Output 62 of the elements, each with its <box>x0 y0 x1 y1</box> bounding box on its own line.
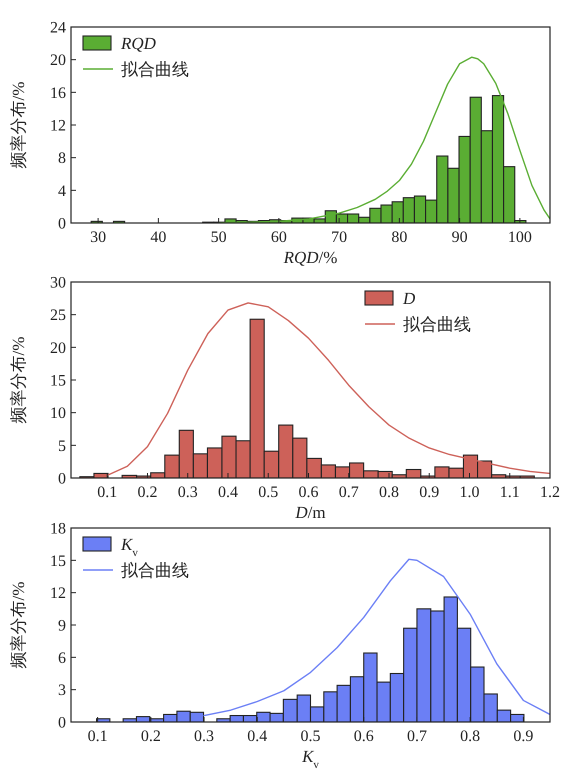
x-tick-label: 0.6 <box>298 484 318 501</box>
x-tick-label: 70 <box>331 229 348 246</box>
y-tick-label: 18 <box>50 520 66 538</box>
x-tick-label: 0.7 <box>338 484 359 501</box>
y-tick-label: 3 <box>58 682 66 700</box>
legend-label: RQD <box>120 34 157 53</box>
y-tick-label: 5 <box>58 438 66 455</box>
x-tick-label: 0.4 <box>247 728 268 745</box>
x-tick-label: 100 <box>508 229 532 246</box>
y-tick-label: 0 <box>58 714 66 732</box>
legend-label: 拟合曲线 <box>121 60 189 79</box>
y-tick-label: 0 <box>58 470 66 488</box>
x-tick-label: 0.5 <box>300 728 320 745</box>
y-tick-label: 24 <box>50 20 66 36</box>
x-tick-label: 0.6 <box>354 728 374 745</box>
x-tick-label: 0.9 <box>513 728 534 745</box>
y-tick-label: 15 <box>50 552 66 570</box>
y-axis-title: 频率分布/% <box>9 82 28 168</box>
x-axis-title: D/m <box>294 503 326 522</box>
y-tick-label: 16 <box>50 84 66 102</box>
legend-label: D <box>402 289 416 308</box>
x-tick-label: 0.9 <box>419 484 440 501</box>
legend-label: 拟合曲线 <box>403 315 471 334</box>
x-tick-label: 1.0 <box>459 484 480 501</box>
y-tick-label: 12 <box>50 118 66 134</box>
x-tick-label: 50 <box>210 229 227 246</box>
x-tick-label: 60 <box>270 229 287 246</box>
x-tick-label: 0.5 <box>258 484 278 501</box>
y-axis-title: 频率分布/% <box>9 336 28 424</box>
x-tick-label: 0.1 <box>97 484 118 501</box>
y-tick-label: 12 <box>50 585 66 602</box>
x-tick-label: 0.7 <box>406 728 427 745</box>
x-tick-label: 40 <box>150 229 166 246</box>
x-tick-label: 0.3 <box>178 484 198 501</box>
x-tick-label: 0.2 <box>140 728 161 745</box>
y-tick-label: 20 <box>50 52 66 70</box>
x-tick-label: 0.3 <box>194 728 214 745</box>
x-tick-label: 1.2 <box>540 484 560 501</box>
legend-label: K$_{v}$ <box>120 535 138 559</box>
x-axis-title: K$_{v}$ <box>301 747 320 771</box>
y-axis-title: 频率分布/% <box>9 582 28 668</box>
y-tick-label: 30 <box>50 274 66 292</box>
x-tick-label: 80 <box>391 229 408 246</box>
x-tick-label: 90 <box>452 229 468 246</box>
y-tick-label: 10 <box>50 405 66 422</box>
y-tick-label: 20 <box>50 340 66 357</box>
y-tick-label: 4 <box>58 182 66 200</box>
y-tick-label: 6 <box>58 650 66 667</box>
x-tick-label: 30 <box>90 229 106 246</box>
x-tick-label: 1.1 <box>500 484 520 501</box>
x-tick-label: 0.4 <box>218 484 238 501</box>
legend-label: 拟合曲线 <box>121 561 189 580</box>
y-tick-label: 0 <box>58 216 66 232</box>
y-tick-label: 8 <box>58 150 66 168</box>
x-tick-label: 0.8 <box>460 728 480 745</box>
y-tick-label: 9 <box>58 618 66 634</box>
x-tick-label: 0.1 <box>88 728 108 745</box>
x-tick-label: 0.2 <box>137 484 158 501</box>
y-tick-label: 15 <box>50 372 66 390</box>
y-tick-label: 25 <box>50 307 66 324</box>
x-tick-label: 0.8 <box>378 484 399 501</box>
x-axis-title: RQD/% <box>282 248 338 267</box>
